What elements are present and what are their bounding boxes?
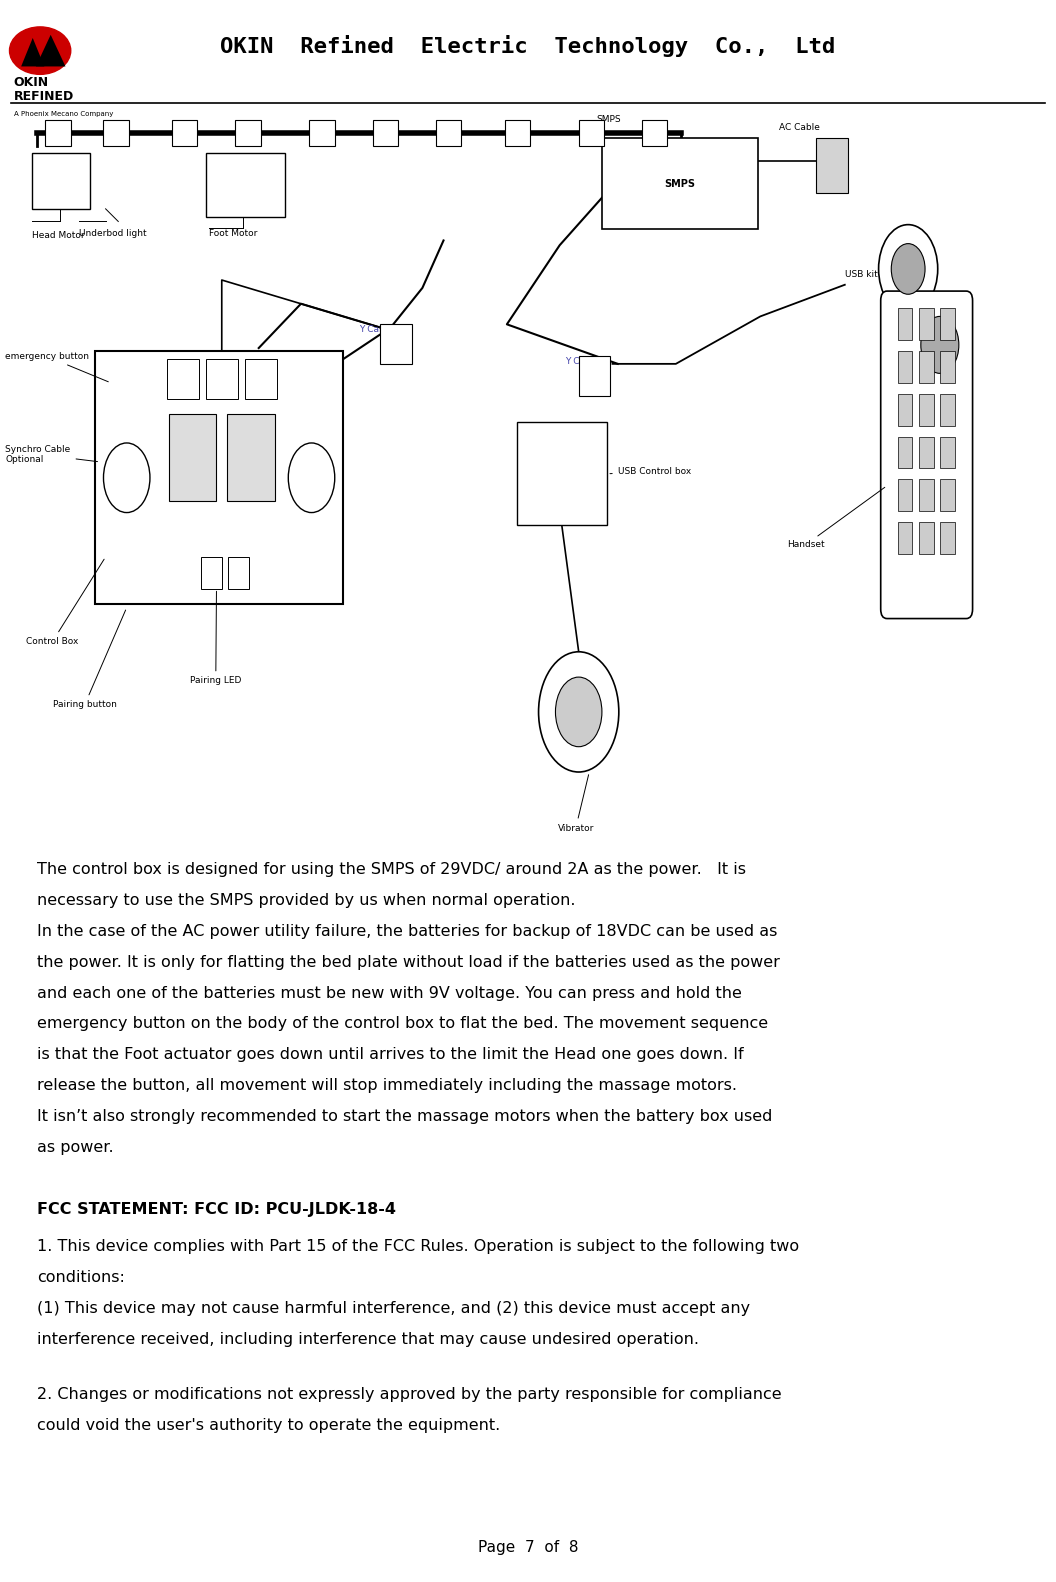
Bar [169, 414, 216, 501]
Text: USB Control box: USB Control box [610, 467, 691, 476]
Bar [919, 308, 934, 340]
Bar [228, 557, 249, 589]
Bar [227, 414, 275, 501]
Polygon shape [21, 38, 44, 66]
Bar [579, 356, 610, 396]
Text: The control box is designed for using the SMPS of 29VDC/ around 2A as the power.: The control box is designed for using th… [37, 862, 746, 876]
Circle shape [288, 443, 335, 513]
Text: interference received, including interference that may cause undesired operation: interference received, including interfe… [37, 1332, 699, 1346]
Text: It isn’t also strongly recommended to start the massage motors when the battery : It isn’t also strongly recommended to st… [37, 1109, 772, 1123]
FancyBboxPatch shape [881, 291, 973, 619]
Bar [380, 324, 412, 364]
Bar [919, 437, 934, 468]
Text: (1) This device may not cause harmful interference, and (2) this device must acc: (1) This device may not cause harmful in… [37, 1300, 750, 1316]
Bar [940, 351, 955, 383]
Bar [45, 120, 71, 146]
Bar [940, 437, 955, 468]
Circle shape [908, 297, 972, 392]
Text: emergency button: emergency button [5, 353, 109, 381]
Text: conditions:: conditions: [37, 1270, 125, 1285]
Text: Y Cable: Y Cable [565, 358, 599, 365]
Text: AC Cable: AC Cable [779, 123, 821, 131]
Text: OKIN
REFINED: OKIN REFINED [14, 76, 74, 103]
Text: Control Box: Control Box [26, 558, 105, 645]
Text: 2. Changes or modifications not expressly approved by the party responsible for : 2. Changes or modifications not expressl… [37, 1387, 781, 1402]
Circle shape [879, 225, 938, 313]
Bar [32, 153, 90, 209]
Bar [103, 120, 129, 146]
Text: the power. It is only for flatting the bed plate without load if the batteries u: the power. It is only for flatting the b… [37, 956, 779, 970]
Polygon shape [36, 35, 65, 66]
Bar [505, 120, 530, 146]
Bar [95, 351, 343, 604]
Text: Synchro Cable
Optional: Synchro Cable Optional [5, 445, 97, 464]
Bar [642, 120, 667, 146]
Bar [309, 120, 335, 146]
Bar [172, 120, 197, 146]
Text: In the case of the AC power utility failure, the batteries for backup of 18VDC c: In the case of the AC power utility fail… [37, 924, 777, 938]
Text: emergency button on the body of the control box to flat the bed. The movement se: emergency button on the body of the cont… [37, 1017, 768, 1031]
Circle shape [555, 677, 602, 747]
Text: necessary to use the SMPS provided by us when normal operation.: necessary to use the SMPS provided by us… [37, 892, 576, 908]
Bar [940, 308, 955, 340]
Bar [940, 522, 955, 554]
Ellipse shape [10, 27, 71, 74]
Text: and each one of the batteries must be new with 9V voltage. You can press and hol: and each one of the batteries must be ne… [37, 986, 741, 1000]
Bar [898, 308, 912, 340]
Text: FCC STATEMENT: FCC ID: PCU-JLDK-18-4: FCC STATEMENT: FCC ID: PCU-JLDK-18-4 [37, 1202, 396, 1217]
Bar [898, 394, 912, 426]
Text: OKIN  Refined  Electric  Technology  Co.,  Ltd: OKIN Refined Electric Technology Co., Lt… [221, 35, 835, 57]
Text: Pairing button: Pairing button [53, 611, 126, 709]
Bar [816, 138, 848, 193]
Bar [206, 359, 238, 399]
Text: Vibrator: Vibrator [558, 775, 593, 832]
Circle shape [921, 316, 959, 373]
Bar [245, 359, 277, 399]
Circle shape [103, 443, 150, 513]
Bar [201, 557, 222, 589]
Bar [602, 138, 758, 229]
Bar [919, 394, 934, 426]
Text: A Phoenix Mecano Company: A Phoenix Mecano Company [14, 111, 113, 117]
Text: Underbod light: Underbod light [79, 229, 147, 239]
Bar [940, 479, 955, 511]
Bar [167, 359, 199, 399]
Text: is that the Foot actuator goes down until arrives to the limit the Head one goes: is that the Foot actuator goes down unti… [37, 1047, 743, 1062]
Circle shape [891, 244, 925, 294]
Text: USB kit: USB kit [845, 271, 878, 278]
Bar [436, 120, 461, 146]
Text: SMPS: SMPS [664, 179, 696, 188]
Bar [579, 120, 604, 146]
Text: Handset: Handset [787, 487, 885, 549]
Bar [898, 351, 912, 383]
Text: Page  7  of  8: Page 7 of 8 [477, 1539, 579, 1555]
Text: as power.: as power. [37, 1139, 114, 1155]
Text: could void the user's authority to operate the equipment.: could void the user's authority to opera… [37, 1419, 501, 1433]
Text: Head Motor: Head Motor [32, 231, 84, 240]
Text: Foot Motor: Foot Motor [209, 229, 258, 239]
Circle shape [539, 652, 619, 772]
Bar [940, 394, 955, 426]
Text: release the button, all movement will stop immediately including the massage mot: release the button, all movement will st… [37, 1079, 737, 1093]
Bar [898, 479, 912, 511]
Text: Y Cable: Y Cable [359, 326, 393, 334]
Bar [206, 153, 285, 217]
Text: 1. This device complies with Part 15 of the FCC Rules. Operation is subject to t: 1. This device complies with Part 15 of … [37, 1239, 799, 1255]
Text: SMPS: SMPS [597, 115, 621, 123]
Bar [919, 522, 934, 554]
Bar [373, 120, 398, 146]
Bar [235, 120, 261, 146]
Bar [919, 351, 934, 383]
Text: Pairing LED: Pairing LED [190, 592, 242, 685]
Bar [898, 522, 912, 554]
Bar [517, 422, 607, 525]
Bar [898, 437, 912, 468]
Bar [919, 479, 934, 511]
